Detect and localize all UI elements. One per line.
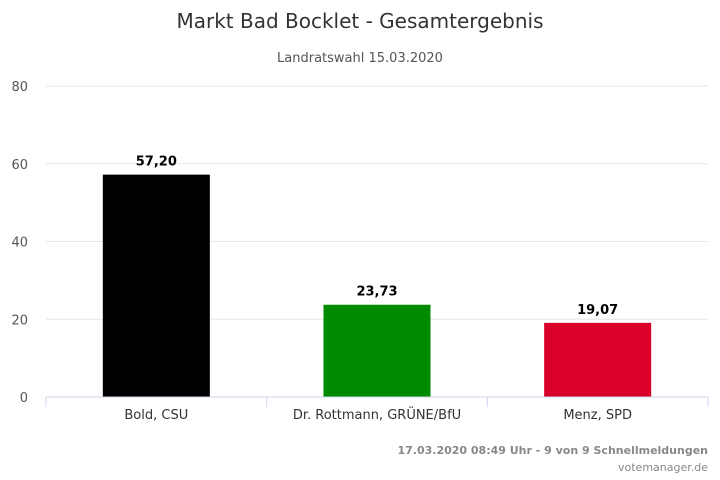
y-tick-label: 80 <box>11 80 28 95</box>
x-axis: Bold, CSU Dr. Rottmann, GRÜNE/BfU Menz, SP… <box>45 396 709 423</box>
chart-title: Markt Bad Bocklet - Gesamtergebnis <box>176 9 543 33</box>
y-tick-label: 20 <box>11 313 28 328</box>
chart-subtitle: Landratswahl 15.03.2020 <box>277 51 443 66</box>
y-tick-label: 0 <box>20 391 28 406</box>
bar[interactable] <box>323 304 431 397</box>
bars: 57,20 23,73 19,07 <box>102 155 652 397</box>
y-tick-label: 60 <box>11 158 28 173</box>
data-label: 23,73 <box>356 285 397 300</box>
x-tick-label: Menz, SPD <box>563 408 632 423</box>
data-label: 57,20 <box>136 155 177 170</box>
bar[interactable] <box>544 322 652 397</box>
y-tick-label: 40 <box>11 236 28 251</box>
bar[interactable] <box>102 174 210 397</box>
footer-status: 17.03.2020 08:49 Uhr - 9 von 9 Schnellme… <box>397 444 708 457</box>
x-tick-label: Dr. Rottmann, GRÜNE/BfU <box>293 406 461 423</box>
footer-source[interactable]: votemanager.de <box>618 461 708 474</box>
x-tick-label: Bold, CSU <box>124 408 188 423</box>
data-label: 19,07 <box>577 303 618 318</box>
